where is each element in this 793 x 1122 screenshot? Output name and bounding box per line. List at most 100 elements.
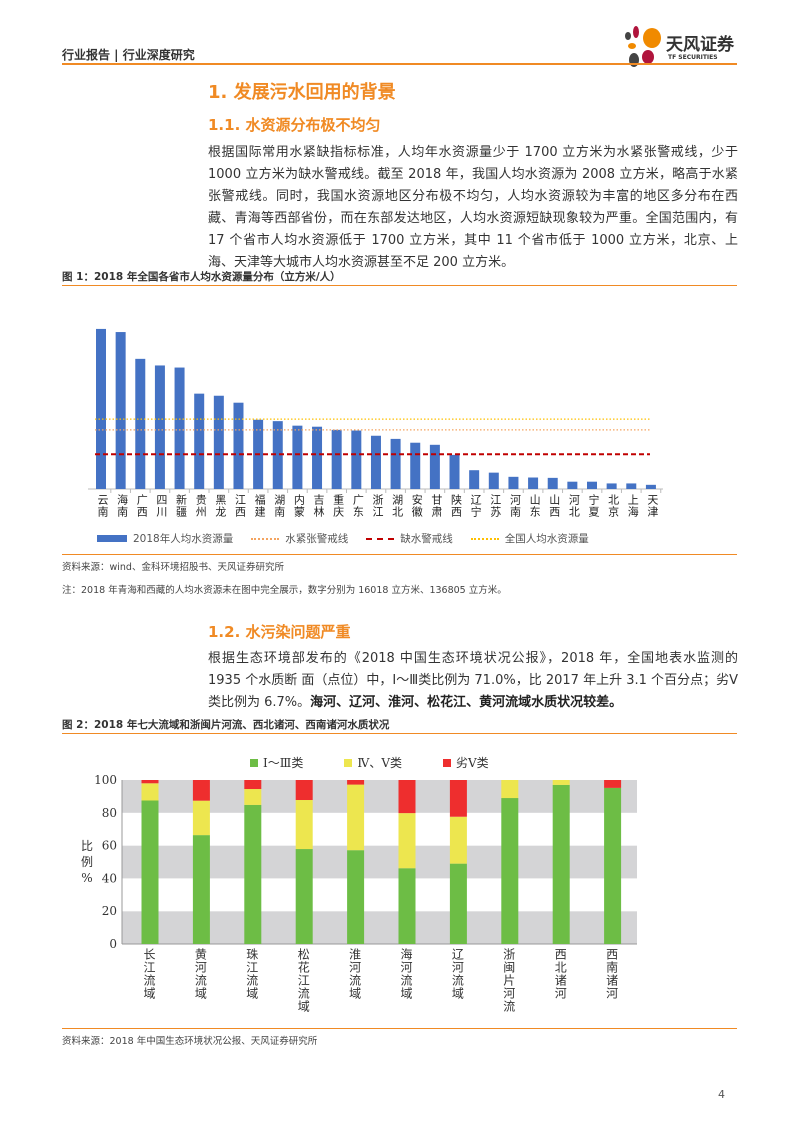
bar-辽宁 (469, 470, 480, 489)
category-label: 河南 (508, 494, 522, 518)
bar-segment-珠江流域 (244, 804, 262, 944)
y-tick-label: 0 (109, 937, 117, 951)
category-label: 北京 (606, 494, 620, 518)
bar-segment-松花江流域 (295, 849, 313, 944)
bar-内蒙 (292, 425, 303, 489)
category-label: 辽河流域 (450, 948, 465, 1000)
bar-山西 (547, 477, 558, 489)
bar-江苏 (488, 472, 499, 489)
category-label: 四川 (154, 494, 168, 518)
paragraph-normal-text: 根据生态环境部发布的《2018 中国生态环境状况公报》，2018 年，全国地表水… (208, 651, 738, 710)
bar-江西 (233, 402, 244, 489)
bar-湖南 (272, 421, 283, 489)
chart1-legend: 2018年人均水资源量 水紧张警戒线 缺水警戒线 全国人均水资源量 (97, 531, 589, 546)
category-label: 长江流域 (142, 948, 156, 1000)
figure-2-top-rule (62, 733, 737, 734)
bar-segment-淮河流域 (347, 780, 365, 785)
section-1-1-paragraph: 根据国际常用水紧缺指标标准，人均年水资源量少于 1700 立方米为水紧张警戒线，… (208, 145, 738, 270)
bar-上海 (626, 483, 637, 489)
bar-甘肃 (429, 444, 440, 489)
bar-segment-珠江流域 (244, 789, 262, 805)
category-label: 湖北 (390, 494, 404, 518)
logo-text-en: TF SECURITIES (668, 54, 718, 61)
section-1-2-heading: 1.2. 水污染问题严重 (208, 623, 351, 641)
category-label: 山西 (547, 494, 561, 518)
tf-securities-logo: 天风证券 TF SECURITIES (622, 24, 740, 68)
bar-广东 (351, 430, 362, 489)
figure-1-top-rule (62, 285, 737, 286)
bar-云南 (96, 328, 106, 489)
logo-text-cn: 天风证券 (666, 35, 734, 55)
figure-2-source: 资料来源：2018 年中国生态环境状况公报、天风证券研究所 (62, 1036, 318, 1047)
bar-黑龙 (213, 395, 224, 489)
category-label: 淮河流域 (347, 948, 362, 1000)
category-label: 云南 (96, 494, 109, 518)
legend-grade4-5-swatch (344, 758, 353, 767)
bar-segment-淮河流域 (347, 850, 365, 944)
legend-yellow-line-swatch (470, 537, 499, 540)
bar-segment-西北诸河 (552, 780, 570, 785)
category-label: 西南诸河 (604, 948, 619, 1000)
bar-广西 (135, 358, 146, 489)
legend-orange-line-swatch (251, 537, 280, 540)
category-label: 安徽 (410, 494, 424, 518)
y-tick-label: 100 (94, 773, 117, 787)
bar-贵州 (194, 393, 205, 489)
category-label: 辽宁 (469, 494, 483, 518)
figure-2-title-text: 2018 年七大流域和浙闽片河流、西北诸河、西南诸河水质状况 (93, 719, 390, 731)
category-label: 海南 (115, 494, 129, 518)
category-label: 新疆 (174, 494, 188, 518)
bar-四川 (154, 365, 165, 489)
category-label: 河北 (567, 494, 581, 518)
bar-segment-淮河流域 (347, 784, 365, 851)
bar-segment-黄河流域 (192, 800, 210, 836)
bar-segment-长江流域 (141, 783, 159, 801)
category-label: 浙闽片河流 (501, 948, 516, 1013)
y-tick-label: 20 (102, 904, 117, 918)
bar-河南 (508, 476, 519, 489)
bar-吉林 (312, 426, 323, 489)
figure-2-title: 图 2：2018 年七大流域和浙闽片河流、西北诸河、西南诸河水质状况 (62, 717, 389, 732)
chart2-y-axis-label: 比 例 % (80, 838, 94, 886)
bar-segment-西南诸河 (604, 787, 622, 944)
bar-北京 (606, 483, 617, 489)
section-1-heading: 1. 发展污水回用的背景 (208, 82, 396, 103)
legend-bar-label: 2018年人均水资源量 (133, 533, 234, 545)
bar-segment-松花江流域 (295, 800, 313, 850)
figure-1-bottom-rule (62, 554, 737, 555)
bar-segment-黄河流域 (192, 835, 210, 944)
bar-segment-长江流域 (141, 780, 159, 784)
legend-grade1-3-label: Ⅰ～Ⅲ类 (263, 756, 304, 770)
bar-segment-浙闽片河流 (501, 780, 519, 799)
figure-2-bottom-rule (62, 1028, 737, 1029)
bar-新疆 (174, 367, 185, 489)
bar-segment-珠江流域 (244, 780, 262, 790)
section-1-1-heading: 1.1. 水资源分布极不均匀 (208, 116, 381, 134)
page-number: 4 (718, 1088, 725, 1101)
bar-segment-辽河流域 (449, 816, 467, 864)
category-label: 宁夏 (587, 494, 600, 518)
category-label: 福建 (253, 494, 267, 518)
ylabel-char: 例 (80, 855, 93, 869)
legend-red-line-swatch (366, 537, 395, 540)
legend-yellow-line-label: 全国人均水资源量 (504, 533, 589, 545)
category-label: 湖南 (272, 494, 286, 518)
category-label: 山东 (528, 494, 542, 518)
bar-湖北 (390, 438, 401, 489)
category-label: 甘肃 (429, 494, 443, 518)
y-tick-label: 60 (102, 839, 117, 853)
category-label: 松花江流域 (296, 948, 311, 1013)
category-label: 广东 (351, 494, 365, 518)
legend-grade4-5-label: Ⅳ、Ⅴ类 (357, 756, 402, 770)
category-label: 上海 (626, 494, 640, 518)
figure-1-title: 图 1：2018 年全国各省市人均水资源量分布（立方米/人） (62, 269, 341, 284)
figure-2-prefix: 图 2： (62, 719, 94, 731)
ylabel-char: % (81, 871, 93, 885)
bar-segment-西北诸河 (552, 784, 570, 944)
y-tick-label: 40 (102, 871, 117, 885)
bar-segment-黄河流域 (192, 780, 210, 801)
bar-河北 (567, 481, 578, 489)
bar-segment-浙闽片河流 (501, 798, 519, 944)
section-1-2-paragraph: 根据生态环境部发布的《2018 中国生态环境状况公报》，2018 年，全国地表水… (208, 648, 738, 714)
category-label: 贵州 (194, 494, 208, 518)
